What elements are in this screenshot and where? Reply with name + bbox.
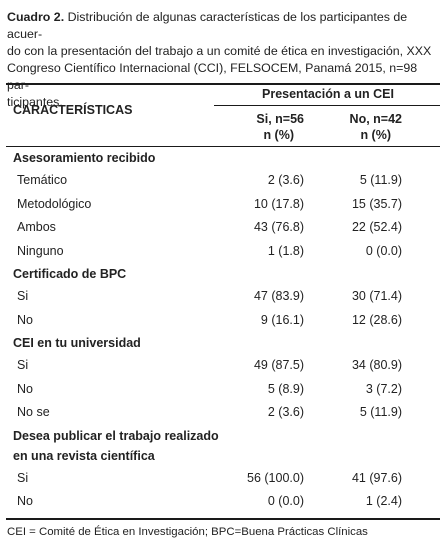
cell-si: 9 (16.1) [260, 312, 304, 327]
row-label: No se [17, 405, 50, 419]
row-label: No [17, 312, 33, 327]
caption-line: Distribución de algunas características … [7, 10, 408, 41]
section-title: en una revista científica [13, 448, 155, 463]
row-label: Ninguno [17, 243, 64, 258]
table-footnote: CEI = Comité de Ética en Investigación; … [7, 526, 368, 538]
caption-line: do con la presentación del trabajo a un … [7, 44, 432, 58]
cell-no: 3 (7.2) [365, 381, 402, 396]
col-no-subheader: n (%) [360, 128, 391, 142]
col-no-header: No, n=42 [349, 112, 402, 126]
col-si-subheader: n (%) [263, 128, 294, 142]
row-label: Metodológico [17, 196, 92, 211]
row-label: No [17, 381, 33, 396]
cell-no: 12 (28.6) [351, 312, 402, 327]
cell-si: 47 (83.9) [253, 289, 304, 303]
row-label: Si [17, 358, 29, 372]
cell-no: 30 (71.4) [351, 289, 402, 303]
cell-no: 0 (0.0) [365, 243, 402, 258]
cell-no: 41 (97.6) [351, 470, 402, 485]
cell-no: 1 (2.4) [365, 494, 402, 508]
table-bottom-rule [6, 518, 440, 520]
cell-no: 22 (52.4) [351, 220, 402, 234]
cell-si: 5 (8.9) [267, 381, 304, 396]
row-label: Ambos [17, 220, 56, 234]
row-label: Si [17, 470, 29, 485]
cell-si: 2 (3.6) [267, 405, 304, 419]
section-title: Desea publicar el trabajo realizado [13, 428, 219, 443]
section-title: CEI en tu universidad [13, 336, 141, 350]
row-label: Temático [17, 173, 68, 187]
cell-no: 5 (11.9) [359, 173, 402, 187]
caption-label: Cuadro 2. [7, 10, 65, 24]
cell-si: 56 (100.0) [247, 470, 304, 485]
header-bottom-rule [6, 146, 440, 147]
group-header-rule [214, 105, 440, 106]
cell-si: 0 (0.0) [267, 494, 304, 508]
cell-si: 2 (3.6) [267, 173, 304, 187]
cell-si: 1 (1.8) [267, 243, 304, 258]
cell-no: 5 (11.9) [359, 405, 402, 419]
caption-line: ticipantes. [7, 95, 63, 109]
characteristics-header: CARACTERÍSTICAS [13, 103, 133, 117]
group-header: Presentación a un CEI [262, 87, 394, 101]
table-top-rule [6, 83, 440, 85]
row-label: No [17, 494, 33, 508]
col-si-header: Si, n=56 [256, 112, 304, 126]
section-title: Certificado de BPC [13, 267, 127, 281]
section-title: Asesoramiento recibido [13, 151, 156, 165]
row-label: Si [17, 289, 29, 303]
cell-si: 43 (76.8) [253, 220, 304, 234]
cell-si: 10 (17.8) [253, 196, 304, 211]
cell-no: 34 (80.9) [351, 358, 402, 372]
table-caption: Cuadro 2. Distribución de algunas caract… [7, 9, 437, 111]
cell-si: 49 (87.5) [253, 358, 304, 372]
caption-line: Congreso Científico Internacional (CCI),… [7, 61, 418, 92]
cell-no: 15 (35.7) [351, 196, 402, 211]
